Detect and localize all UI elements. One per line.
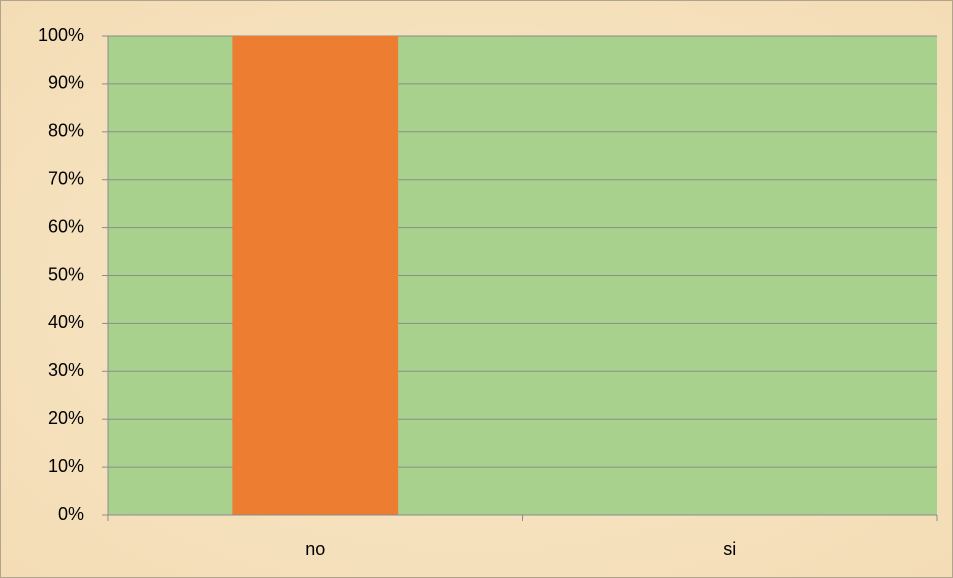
y-tick-label: 80% [48,121,84,141]
y-tick-label: 40% [48,312,84,332]
x-tick-label: si [723,539,736,559]
y-tick-label: 50% [48,264,84,284]
y-tick-label: 0% [58,504,84,524]
y-tick-label: 100% [38,25,84,45]
bar [232,36,399,515]
y-tick-label: 60% [48,216,84,236]
y-tick-label: 10% [48,456,84,476]
y-tick-label: 90% [48,73,84,93]
y-tick-label: 30% [48,360,84,380]
y-tick-label: 20% [48,408,84,428]
x-tick-label: no [305,539,325,559]
y-tick-label: 70% [48,168,84,188]
